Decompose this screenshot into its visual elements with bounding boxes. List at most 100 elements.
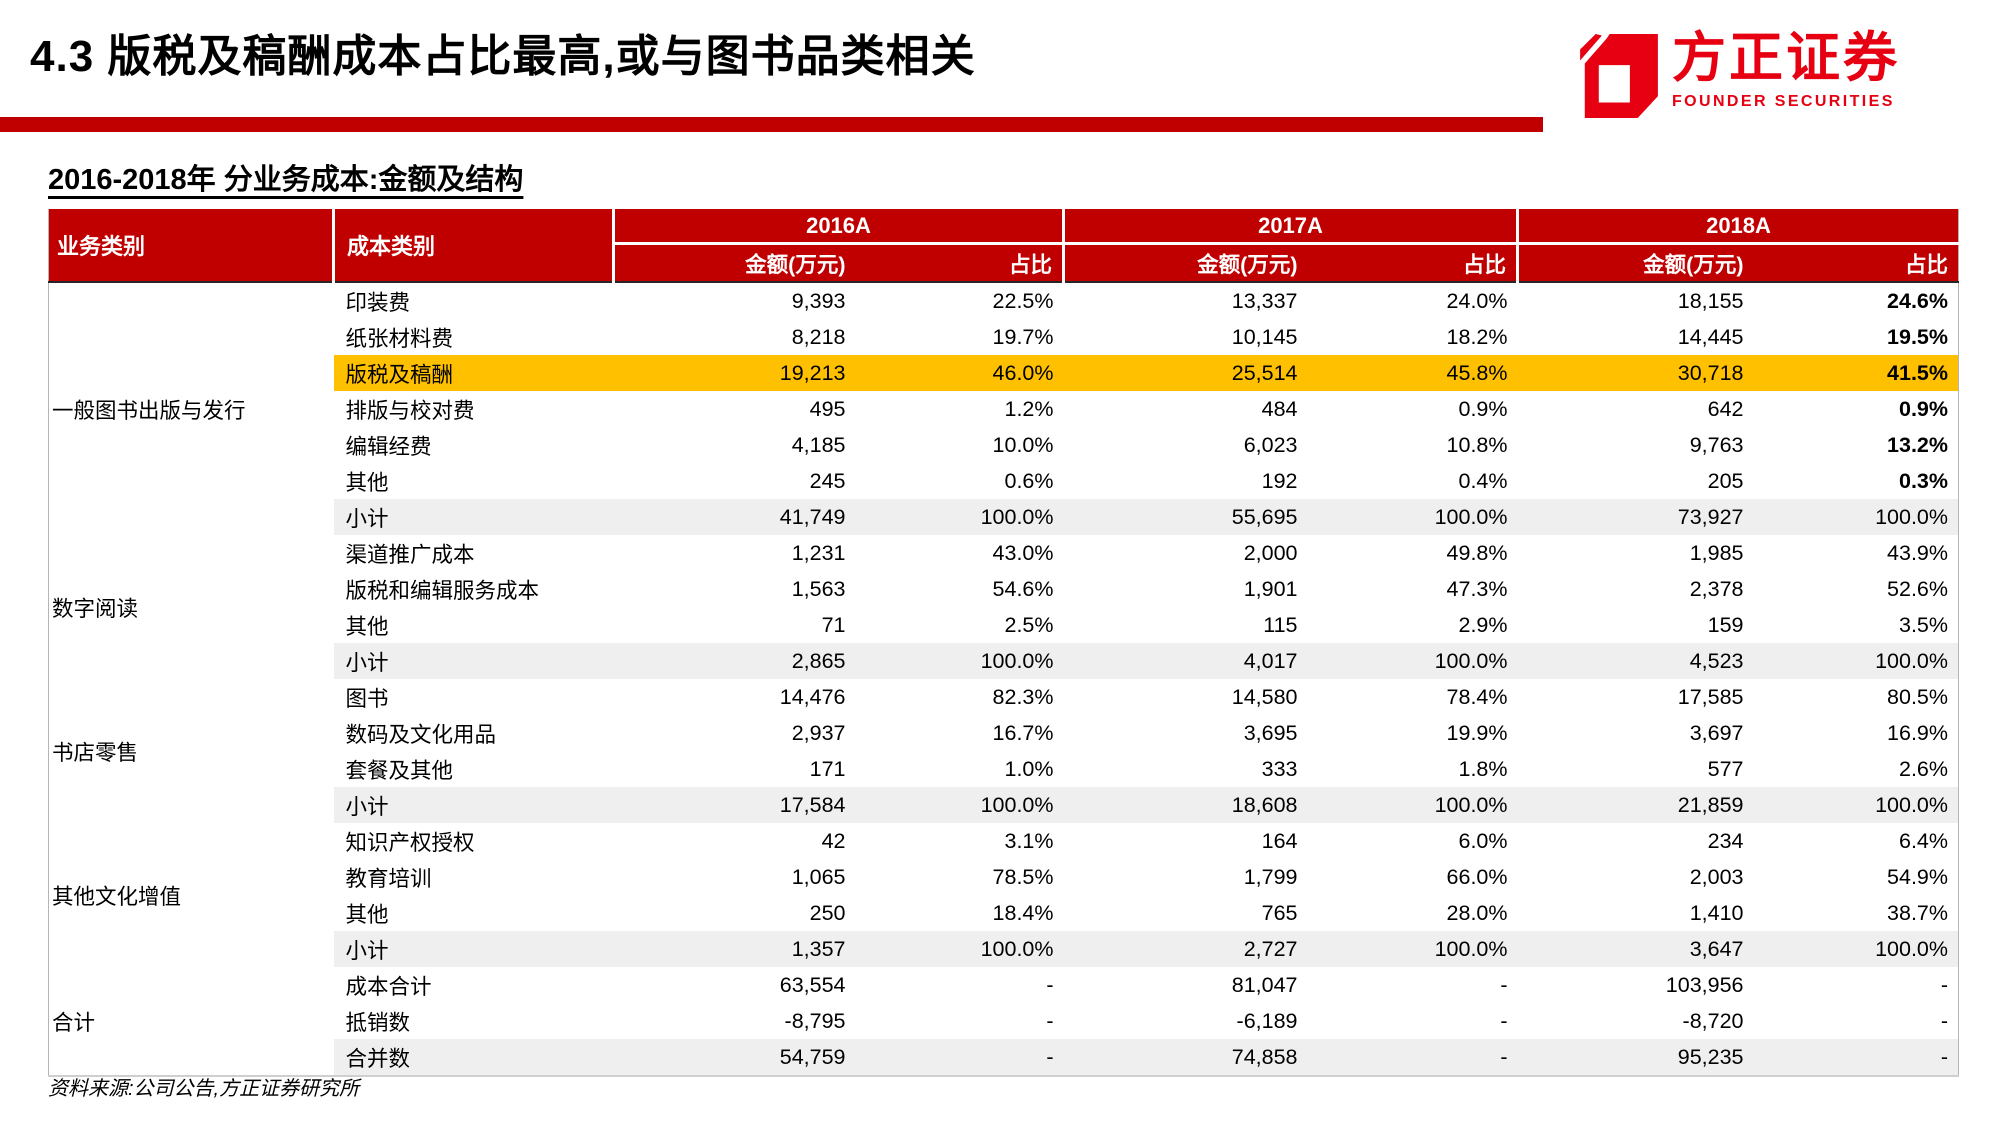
share-cell: 82.3%	[891, 679, 1064, 715]
amount-cell: 54,759	[613, 1039, 892, 1076]
table-row: 套餐及其他 171 1.0% 333 1.8% 577 2.6%	[49, 751, 1959, 787]
founder-securities-logo: 方正证券 FOUNDER SECURITIES	[1580, 30, 1900, 123]
amount-cell: 14,476	[613, 679, 892, 715]
cost-category-cell: 小计	[333, 931, 614, 967]
table-row: 编辑经费 4,185 10.0% 6,023 10.8% 9,763 13.2%	[49, 427, 1959, 463]
table-row: 数字阅读 渠道推广成本 1,231 43.0% 2,000 49.8% 1,985 43.9%	[48, 535, 1959, 679]
cost-category-cell: 版税和编辑服务成本	[333, 571, 614, 607]
cost-category-cell: 知识产权授权	[333, 823, 614, 859]
amount-cell: 245	[613, 463, 892, 499]
share-cell: 0.3%	[1789, 463, 1959, 499]
logo-text: 方正证券 FOUNDER SECURITIES	[1672, 30, 1900, 111]
amount-cell: 95,235	[1517, 1039, 1790, 1076]
table-row: 抵销数 -8,795- -6,189- -8,720-	[49, 1003, 1959, 1039]
cost-category-cell: 套餐及其他	[333, 751, 614, 787]
amount-cell: 1,357	[613, 931, 892, 967]
share-cell: 24.0%	[1343, 282, 1518, 319]
amount-cell: 9,763	[1517, 427, 1790, 463]
share-cell: 0.4%	[1343, 463, 1518, 499]
amount-cell: 4,017	[1063, 643, 1344, 679]
share-cell: -	[891, 1003, 1064, 1039]
logo-en-text: FOUNDER SECURITIES	[1672, 92, 1895, 110]
amount-cell: 2,937	[613, 715, 892, 751]
cost-category-cell: 数码及文化用品	[333, 715, 614, 751]
header-cost-category: 成本类别	[332, 209, 614, 283]
share-cell: -	[1343, 1039, 1518, 1076]
header-business-category: 业务类别	[48, 209, 334, 283]
share-cell: 0.9%	[1343, 391, 1518, 427]
share-cell: 54.6%	[891, 571, 1064, 607]
share-cell: 2.5%	[891, 607, 1064, 643]
table-row: 合并数 54,759-74,858-95,235-	[49, 1039, 1959, 1076]
share-cell: 100.0%	[1343, 643, 1518, 679]
amount-cell: 250	[613, 895, 892, 931]
amount-cell: 71	[613, 607, 892, 643]
header-row-metrics: 金额(万元) 占比 金额(万元) 占比 金额(万元) 占比	[49, 243, 1959, 283]
table-row: 小计 17,584 100.0% 18,608 100.0% 21,859 100.0%	[49, 787, 1959, 823]
share-cell: -	[1343, 967, 1518, 1003]
amount-cell: 18,155	[1517, 282, 1790, 319]
section-subtitle: 2016-2018年 分业务成本:金额及结构	[48, 164, 524, 196]
share-cell: 66.0%	[1343, 859, 1518, 895]
share-cell: 2.9%	[1343, 607, 1518, 643]
table-row: 书店零售 图书 14,476 82.3% 14,580 78.4% 17,585 80.5%	[48, 679, 1959, 823]
founder-cube-icon	[1580, 34, 1658, 123]
amount-cell: 192	[1063, 463, 1344, 499]
cost-category-cell: 教育培训	[333, 859, 614, 895]
header-year-2017: 2017A	[1062, 209, 1518, 245]
cost-category-cell: 合并数	[333, 1039, 614, 1076]
share-cell: 38.7%	[1789, 895, 1959, 931]
amount-cell: 21,859	[1517, 787, 1790, 823]
share-cell: 100.0%	[1789, 499, 1959, 535]
cost-category-cell: 纸张材料费	[333, 319, 614, 355]
amount-cell: 73,927	[1517, 499, 1790, 535]
amount-cell: 41,749	[613, 499, 892, 535]
amount-cell: 14,580	[1063, 679, 1344, 715]
share-cell: 19.5%	[1789, 319, 1959, 355]
cost-category-cell: 其他	[333, 895, 614, 931]
share-cell: 18.4%	[891, 895, 1064, 931]
amount-cell: 115	[1063, 607, 1344, 643]
amount-cell: 103,956	[1517, 967, 1790, 1003]
amount-cell: 1,410	[1517, 895, 1790, 931]
business-category-cell: 其他文化增值	[48, 823, 334, 967]
header-amount-2016: 金额(万元)	[612, 243, 892, 283]
header-year-2016: 2016A	[612, 209, 1064, 245]
share-cell: 49.8%	[1343, 535, 1518, 571]
table-row: 版税和编辑服务成本 1,563 54.6% 1,901 47.3% 2,378 52.6%	[49, 571, 1959, 607]
business-category-cell: 合计	[48, 967, 334, 1076]
amount-cell: 3,695	[1063, 715, 1344, 751]
cost-category-cell: 印装费	[333, 282, 614, 319]
business-category-cell: 书店零售	[48, 679, 334, 823]
amount-cell: 234	[1517, 823, 1790, 859]
amount-cell: 1,065	[613, 859, 892, 895]
amount-cell: 171	[613, 751, 892, 787]
share-cell: 22.5%	[891, 282, 1064, 319]
cost-category-cell: 渠道推广成本	[333, 535, 614, 571]
cost-category-cell: 其他	[333, 463, 614, 499]
share-cell: 1.0%	[891, 751, 1064, 787]
amount-cell: 8,218	[613, 319, 892, 355]
cost-category-cell: 版税及稿酬	[333, 355, 614, 391]
share-cell: 47.3%	[1343, 571, 1518, 607]
share-cell: 100.0%	[1789, 787, 1959, 823]
cost-category-cell: 排版与校对费	[333, 391, 614, 427]
amount-cell: 159	[1517, 607, 1790, 643]
amount-cell: 74,858	[1063, 1039, 1344, 1076]
share-cell: 13.2%	[1789, 427, 1959, 463]
amount-cell: 2,378	[1517, 571, 1790, 607]
share-cell: 0.6%	[891, 463, 1064, 499]
share-cell: 19.9%	[1343, 715, 1518, 751]
share-cell: 1.2%	[891, 391, 1064, 427]
cost-category-cell: 成本合计	[333, 967, 614, 1003]
share-cell: 19.7%	[891, 319, 1064, 355]
amount-cell: 333	[1063, 751, 1344, 787]
amount-cell: 1,231	[613, 535, 892, 571]
amount-cell: 1,799	[1063, 859, 1344, 895]
share-cell: 18.2%	[1343, 319, 1518, 355]
cost-category-cell: 其他	[333, 607, 614, 643]
share-cell: 100.0%	[1343, 931, 1518, 967]
share-cell: 100.0%	[891, 499, 1064, 535]
header-row-years: 业务类别 成本类别 2016A 2017A 2018A	[48, 209, 1959, 283]
table-row: 其他文化增值 知识产权授权 42 3.1% 164 6.0% 234 6.4%	[48, 823, 1959, 967]
